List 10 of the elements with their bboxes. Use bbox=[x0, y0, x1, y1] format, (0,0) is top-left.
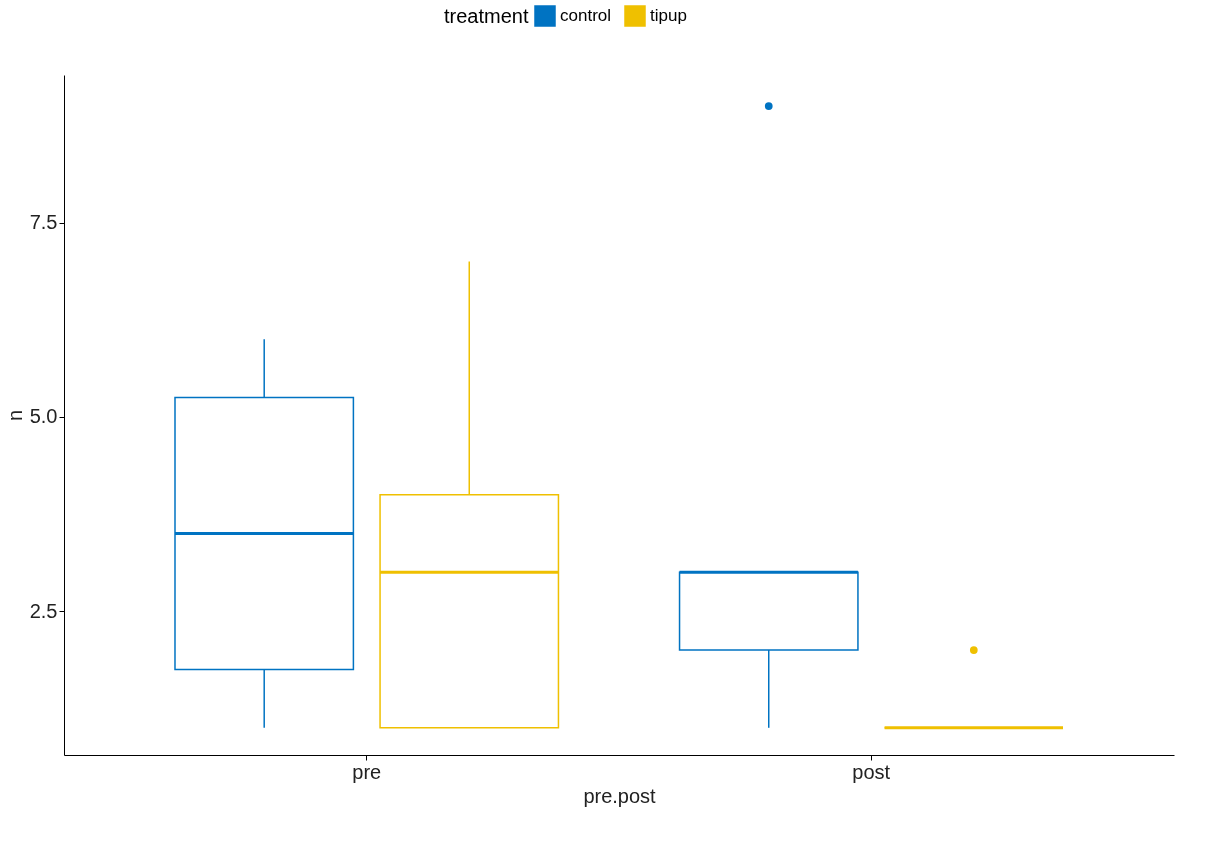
x-axis-title: pre.post bbox=[583, 784, 657, 807]
legend-title: treatment bbox=[444, 5, 529, 27]
legend-label: tipup bbox=[650, 6, 687, 25]
y-tick-label: 2.5 bbox=[29, 599, 58, 622]
y-axis-title: n bbox=[3, 409, 26, 422]
y-tick-label: 5.0 bbox=[29, 405, 58, 428]
legend-label: control bbox=[560, 6, 612, 25]
x-tick-label: pre bbox=[352, 760, 382, 783]
y-tick-label: 7.5 bbox=[29, 211, 58, 234]
x-tick-label: post bbox=[852, 760, 891, 783]
